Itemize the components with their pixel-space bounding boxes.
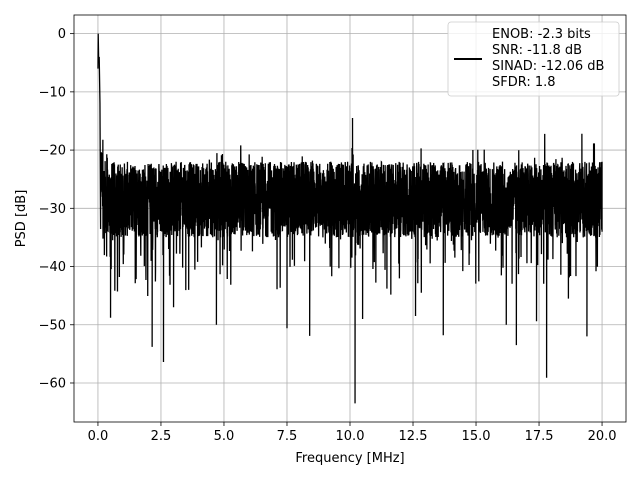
x-axis-label: Frequency [MHz] <box>295 451 404 466</box>
x-tick-label: 10.0 <box>336 429 365 444</box>
x-ticks: 0.0 2.5 5.0 7.5 10.0 12.5 15.0 17.5 20.0 <box>88 422 617 444</box>
legend-entry-sfdr: SFDR: 1.8 <box>492 75 556 90</box>
legend-entry-snr: SNR: -11.8 dB <box>492 43 582 58</box>
x-tick-label: 17.5 <box>525 429 554 444</box>
y-tick-label: −30 <box>39 202 66 217</box>
y-ticks: 0 −10 −20 −30 −40 −50 −60 <box>39 27 74 391</box>
x-tick-label: 7.5 <box>277 429 298 444</box>
y-tick-label: −20 <box>39 144 66 159</box>
y-tick-label: −60 <box>39 376 66 391</box>
y-tick-label: −10 <box>39 85 66 100</box>
y-tick-label: −40 <box>39 260 66 275</box>
legend: ENOB: -2.3 bits SNR: -11.8 dB SINAD: -12… <box>447 21 620 97</box>
y-axis-label: PSD [dB] <box>14 190 29 248</box>
y-tick-label: 0 <box>58 27 66 42</box>
legend-box <box>447 21 620 97</box>
legend-entry-sinad: SINAD: -12.06 dB <box>492 59 604 74</box>
x-tick-label: 20.0 <box>588 429 617 444</box>
x-tick-label: 0.0 <box>88 429 109 444</box>
y-tick-label: −50 <box>39 318 66 333</box>
legend-entry-enob: ENOB: -2.3 bits <box>492 27 591 42</box>
x-tick-label: 5.0 <box>214 429 235 444</box>
x-tick-label: 15.0 <box>462 429 491 444</box>
psd-line <box>97 33 603 404</box>
x-tick-label: 12.5 <box>399 429 428 444</box>
psd-trace <box>97 33 603 404</box>
x-tick-label: 2.5 <box>151 429 172 444</box>
